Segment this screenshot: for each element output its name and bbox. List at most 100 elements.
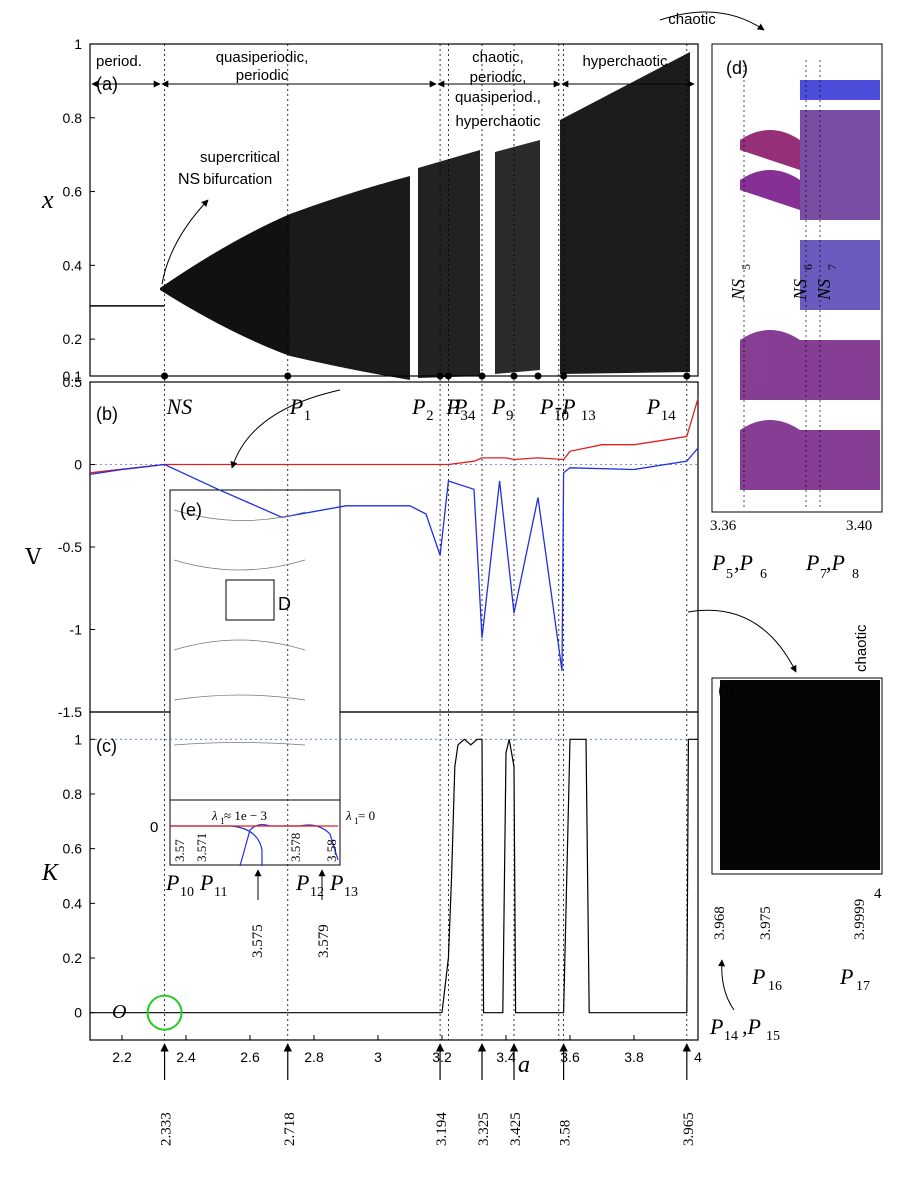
point-subscript: 3 [460, 408, 468, 424]
marked-a-label: 3.194 [434, 1112, 450, 1146]
d-sub: 5 [726, 567, 733, 582]
ylabel-b: Λ [24, 542, 42, 568]
xtick-label: 3.2 [432, 1049, 452, 1065]
annotation: bifurcation [203, 171, 272, 188]
ns-subscript: 7 [825, 264, 839, 270]
inset-d-label: D [278, 594, 291, 614]
origin-label: O [112, 1001, 126, 1023]
regime-label: periodic, [470, 69, 527, 86]
lyapunov-red-line [89, 398, 699, 474]
regime-label: chaotic, [472, 49, 524, 66]
d-point: ,P [826, 550, 845, 575]
ytick-label: 0.8 [63, 110, 83, 126]
panel-label-c: (c) [96, 736, 117, 756]
d-point: P [805, 550, 819, 575]
f-xtick: 3.975 [758, 906, 774, 940]
f-point: P [751, 964, 765, 989]
point-marker [436, 372, 444, 380]
e-sub: 12 [310, 885, 324, 900]
lyapunov-blue-line [89, 447, 699, 671]
point-subscript: 1 [304, 408, 312, 424]
f-xtick: 4 [874, 886, 882, 902]
f-point: ,P [742, 1014, 761, 1039]
f-xtick: 3.968 [712, 906, 728, 940]
e-xtick: 3.571 [194, 833, 209, 862]
e-point: P [165, 870, 179, 895]
point-label: P [445, 394, 459, 419]
d-point: ,P [734, 550, 753, 575]
panel-f-frame [711, 677, 883, 875]
ytick-label: 0.1 [63, 368, 83, 384]
point-marker [510, 372, 518, 380]
point-marker [161, 372, 169, 380]
annotation: supercritical [200, 149, 280, 166]
xtick-label: 2.8 [304, 1049, 324, 1065]
e-annot: = 0 [358, 808, 375, 823]
ns-label: NS [814, 279, 834, 301]
marked-a-label: 2.333 [159, 1112, 175, 1146]
xtick-label: 3 [374, 1049, 382, 1065]
f-sub: 15 [766, 1029, 780, 1044]
ylabel-c: K [41, 860, 60, 886]
point-marker [534, 372, 542, 380]
point-label: P [539, 394, 553, 419]
point-subscript: 4 [468, 408, 476, 424]
point-label: P [411, 394, 425, 419]
e-sub: 10 [180, 885, 194, 900]
point-subscript: 9 [506, 408, 514, 424]
ytick-label: -1.5 [58, 704, 82, 720]
d-point: P [711, 550, 725, 575]
ytick-label: 0.5 [63, 374, 83, 390]
point-label: P [491, 394, 505, 419]
inset-d-box [225, 579, 275, 621]
panel-label-b: (b) [96, 404, 118, 424]
d-connector [659, 11, 765, 31]
point-marker [683, 372, 691, 380]
point-label: P [289, 394, 303, 419]
ns-subscript: 5 [739, 264, 753, 270]
chart-marks [89, 11, 821, 1080]
regime-label: quasiperiodic, [216, 49, 309, 66]
ytick-label: 0.8 [63, 786, 83, 802]
xtick-label: 2.2 [112, 1049, 132, 1065]
e-ytick: 0 [150, 819, 158, 836]
k-line [441, 738, 564, 1014]
panel-label-f: (f) [718, 680, 735, 700]
ylabel-a: x [41, 185, 54, 214]
f-xtick: 3.9999 [852, 899, 868, 940]
panel-label-e: (e) [180, 500, 202, 520]
regime-label: quasiperiod., [455, 89, 541, 106]
f-title: chaotic [853, 624, 870, 672]
ytick-label: 0.2 [63, 331, 83, 347]
panel-a-frame [89, 43, 699, 377]
e-sub: 11 [214, 885, 227, 900]
regime-label: chaotic [668, 11, 716, 28]
e-xtick: 3.58 [324, 839, 339, 862]
d-sub: 7 [820, 567, 827, 582]
panel-c-frame [89, 711, 699, 1041]
point-label: NS [166, 394, 193, 419]
d-sub: 6 [760, 567, 767, 582]
d-xtick: 3.36 [710, 518, 737, 534]
panel-label-a: (a) [96, 74, 118, 94]
f-sub: 17 [856, 979, 870, 994]
axes-frames [89, 43, 883, 1041]
f-sub: 14 [724, 1029, 738, 1044]
d-xtick: 3.40 [846, 518, 872, 534]
ns-label: NS [728, 279, 748, 301]
xtick-label: 3.6 [560, 1049, 580, 1065]
panel-label-d: (d) [726, 58, 748, 78]
ytick-label: 0.4 [63, 257, 83, 273]
f-sub: 16 [768, 979, 782, 994]
point-marker [284, 372, 292, 380]
e-annot-sub: 1 [220, 816, 225, 826]
point-marker [560, 372, 568, 380]
e-below: 3.575 [250, 924, 266, 958]
point-label: -P [555, 394, 576, 419]
xtick-label: 4 [694, 1049, 702, 1065]
marked-a-label: 3.58 [558, 1120, 574, 1146]
ytick-label: 1 [74, 731, 82, 747]
e-below: 3.579 [316, 924, 332, 958]
xtick-label: 2.6 [240, 1049, 260, 1065]
f-connector [687, 609, 797, 673]
